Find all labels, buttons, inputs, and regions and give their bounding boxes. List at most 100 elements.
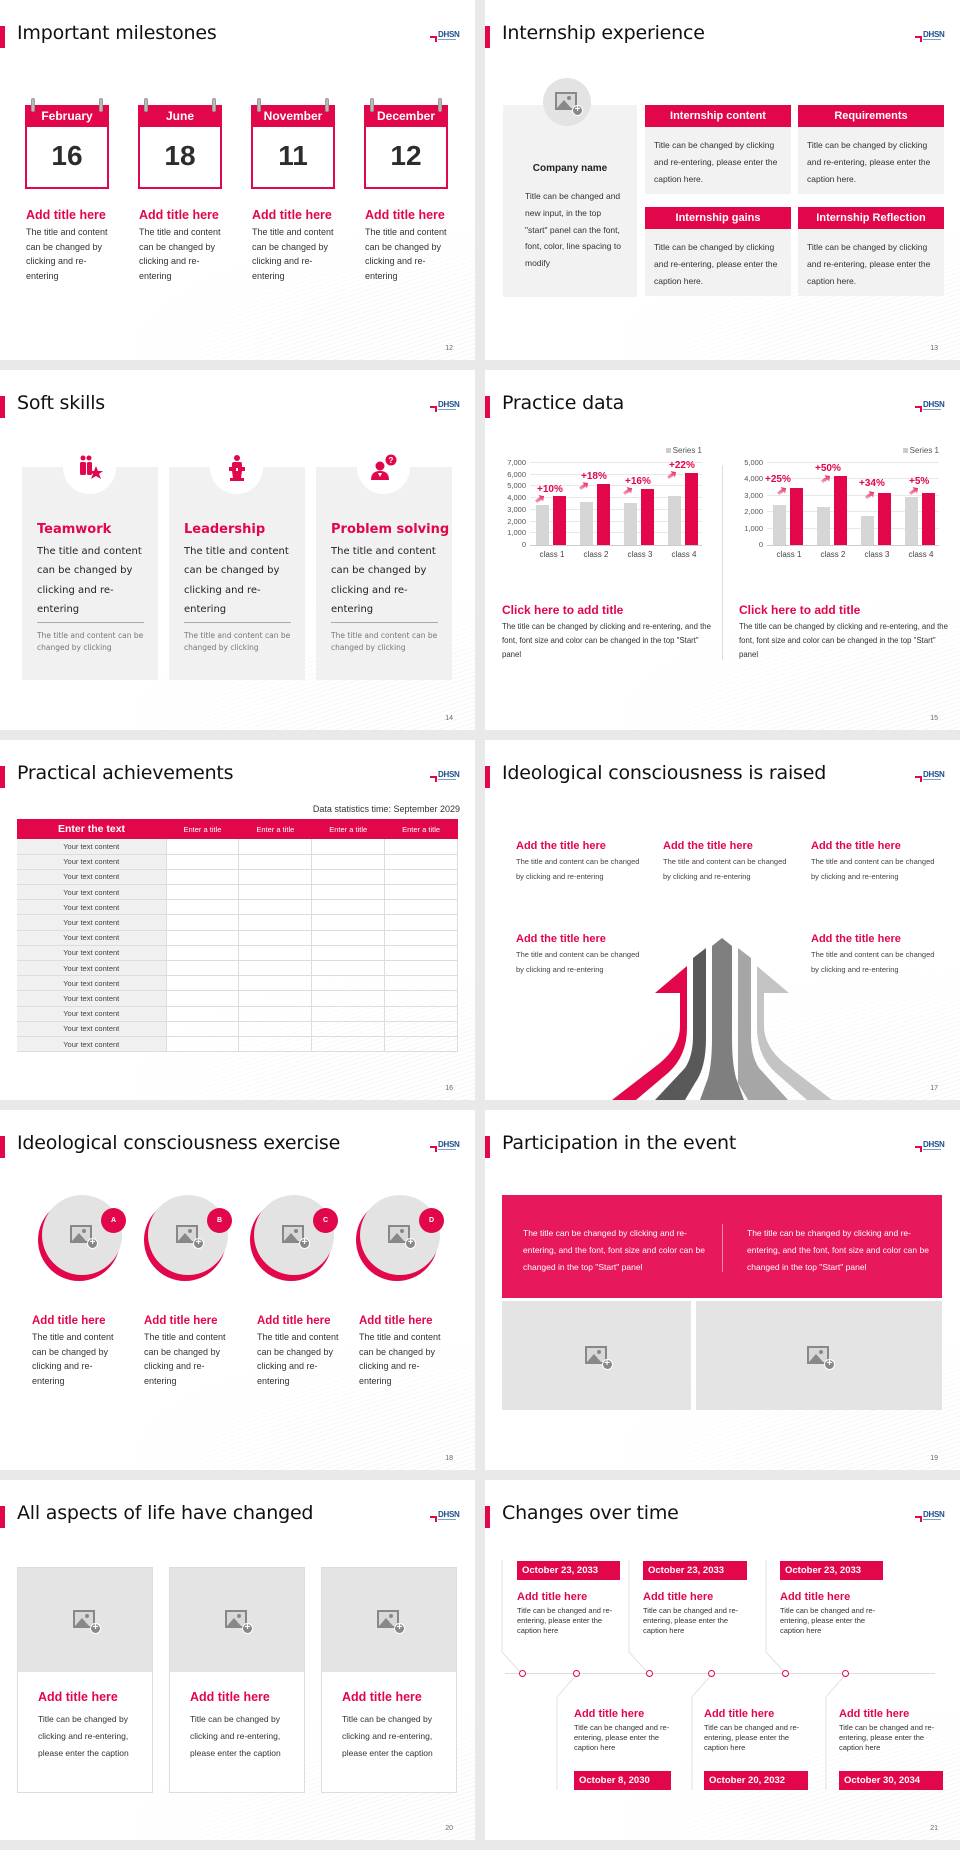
image-placeholder[interactable]: + C: [250, 1195, 340, 1285]
table-cell[interactable]: Your text content: [17, 945, 167, 962]
table-cell[interactable]: [384, 1006, 458, 1022]
table-cell[interactable]: [166, 990, 240, 1007]
table-cell[interactable]: [384, 869, 458, 886]
slide-18[interactable]: Ideological consciousness exercise DHSN …: [0, 1110, 475, 1470]
image-placeholder[interactable]: +: [170, 1568, 304, 1672]
table-cell[interactable]: Your text content: [17, 869, 167, 886]
table-cell[interactable]: [166, 869, 240, 886]
table-cell[interactable]: Your text content: [17, 930, 167, 946]
table-cell[interactable]: [238, 884, 313, 901]
table-cell[interactable]: [166, 930, 240, 946]
table-cell[interactable]: [238, 854, 313, 870]
slide-19[interactable]: Participation in the event DHSN The titl…: [485, 1110, 960, 1470]
table-cell[interactable]: [384, 1036, 458, 1053]
table-cell[interactable]: [238, 945, 313, 962]
image-placeholder[interactable]: +: [18, 1568, 152, 1672]
table-cell[interactable]: [384, 914, 458, 931]
table-cell[interactable]: [238, 839, 313, 855]
table-cell[interactable]: [311, 960, 386, 977]
table-cell[interactable]: [311, 854, 386, 870]
logo: DHSN: [430, 400, 460, 414]
table-cell[interactable]: [384, 945, 458, 962]
table-cell[interactable]: Your text content: [17, 914, 167, 931]
table-cell[interactable]: [238, 1021, 313, 1037]
table-cell[interactable]: [238, 1036, 313, 1053]
table-cell[interactable]: Your text content: [17, 839, 167, 855]
slide-title: Ideological consciousness is raised: [502, 762, 827, 784]
table-cell[interactable]: [166, 854, 240, 870]
table-cell[interactable]: Your text content: [17, 899, 167, 916]
timeline-node: [573, 1670, 580, 1677]
life-card: + Add title here Title can be changed by…: [169, 1567, 305, 1793]
image-placeholder[interactable]: +: [322, 1568, 456, 1672]
table-cell[interactable]: [311, 945, 386, 962]
table-cell[interactable]: Your text content: [17, 1021, 167, 1037]
table-cell[interactable]: [384, 960, 458, 977]
table-cell[interactable]: [238, 914, 313, 931]
table-cell[interactable]: [384, 884, 458, 901]
table-cell[interactable]: [238, 990, 313, 1007]
table-cell[interactable]: [238, 899, 313, 916]
slide-title: Changes over time: [502, 1502, 679, 1524]
table-cell[interactable]: [384, 930, 458, 946]
table-cell[interactable]: [384, 839, 458, 855]
table-cell[interactable]: [238, 869, 313, 886]
table-cell[interactable]: [384, 975, 458, 992]
table-cell[interactable]: [311, 884, 386, 901]
slide-14[interactable]: Soft skills DHSN Teamwork The title and …: [0, 370, 475, 730]
image-placeholder[interactable]: + D: [356, 1195, 446, 1285]
slide-17[interactable]: Ideological consciousness is raised DHSN…: [485, 740, 960, 1100]
table-cell[interactable]: [311, 1006, 386, 1022]
table-cell[interactable]: [166, 1036, 240, 1053]
slide-13[interactable]: Internship experience DHSN + Company nam…: [485, 0, 960, 360]
table-cell[interactable]: [166, 1021, 240, 1037]
internship-box: Requirements Title can be changed by clic…: [798, 105, 944, 194]
image-placeholder[interactable]: +: [696, 1301, 942, 1410]
timeline-node: [708, 1670, 715, 1677]
table-cell[interactable]: [166, 975, 240, 992]
image-placeholder[interactable]: +: [543, 78, 591, 126]
table-cell[interactable]: [166, 960, 240, 977]
table-cell[interactable]: [384, 1021, 458, 1037]
table-cell[interactable]: Your text content: [17, 1006, 167, 1022]
table-cell[interactable]: [311, 975, 386, 992]
table-cell[interactable]: [311, 1021, 386, 1037]
table-cell[interactable]: [238, 975, 313, 992]
table-cell[interactable]: Your text content: [17, 854, 167, 870]
table-cell[interactable]: [166, 899, 240, 916]
table-cell[interactable]: Your text content: [17, 960, 167, 977]
table-cell[interactable]: Your text content: [17, 975, 167, 992]
table-cell[interactable]: [311, 990, 386, 1007]
table-cell[interactable]: [311, 930, 386, 946]
table-cell[interactable]: Your text content: [17, 990, 167, 1007]
table-cell[interactable]: [238, 930, 313, 946]
table-cell[interactable]: [166, 914, 240, 931]
table-cell[interactable]: [311, 839, 386, 855]
slide-21[interactable]: Changes over time DHSN October 23, 2033 …: [485, 1480, 960, 1840]
table-cell[interactable]: [384, 854, 458, 870]
slide-16[interactable]: Practical achievements DHSN Data statist…: [0, 740, 475, 1100]
table-cell[interactable]: [311, 869, 386, 886]
image-placeholder[interactable]: + A: [38, 1195, 128, 1285]
table-cell[interactable]: [238, 960, 313, 977]
table-cell[interactable]: [166, 1006, 240, 1022]
table-cell[interactable]: [166, 945, 240, 962]
image-placeholder[interactable]: +: [502, 1301, 691, 1410]
table-cell[interactable]: [384, 990, 458, 1007]
table-cell[interactable]: [311, 899, 386, 916]
slide-20[interactable]: All aspects of life have changed DHSN + …: [0, 1480, 475, 1840]
image-placeholder[interactable]: + B: [144, 1195, 234, 1285]
table-cell[interactable]: [166, 884, 240, 901]
table-cell[interactable]: [238, 1006, 313, 1022]
title-accent-bar: [0, 766, 5, 788]
slide-15[interactable]: Practice data DHSN Series 1 0 1,000 2,00…: [485, 370, 960, 730]
slide-12[interactable]: Important milestones DHSN February 16 Ju…: [0, 0, 475, 360]
table-cell[interactable]: [166, 839, 240, 855]
table-cell[interactable]: Your text content: [17, 884, 167, 901]
table-cell[interactable]: Your text content: [17, 1036, 167, 1053]
table-cell[interactable]: [384, 899, 458, 916]
table-cell[interactable]: [311, 914, 386, 931]
letter-badge: C: [313, 1208, 338, 1233]
table-row: Your text content: [17, 839, 458, 855]
table-cell[interactable]: [311, 1036, 386, 1053]
